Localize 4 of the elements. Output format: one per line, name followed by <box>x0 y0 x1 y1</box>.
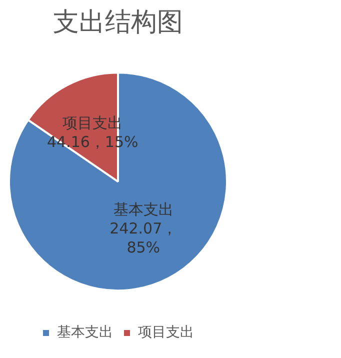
data-label: 基本支出 242.07， 85% <box>110 200 178 257</box>
legend-label: 项目支出 <box>138 324 194 341</box>
legend-label: 基本支出 <box>57 324 113 341</box>
chart-title: 支出结构图 <box>53 7 183 38</box>
